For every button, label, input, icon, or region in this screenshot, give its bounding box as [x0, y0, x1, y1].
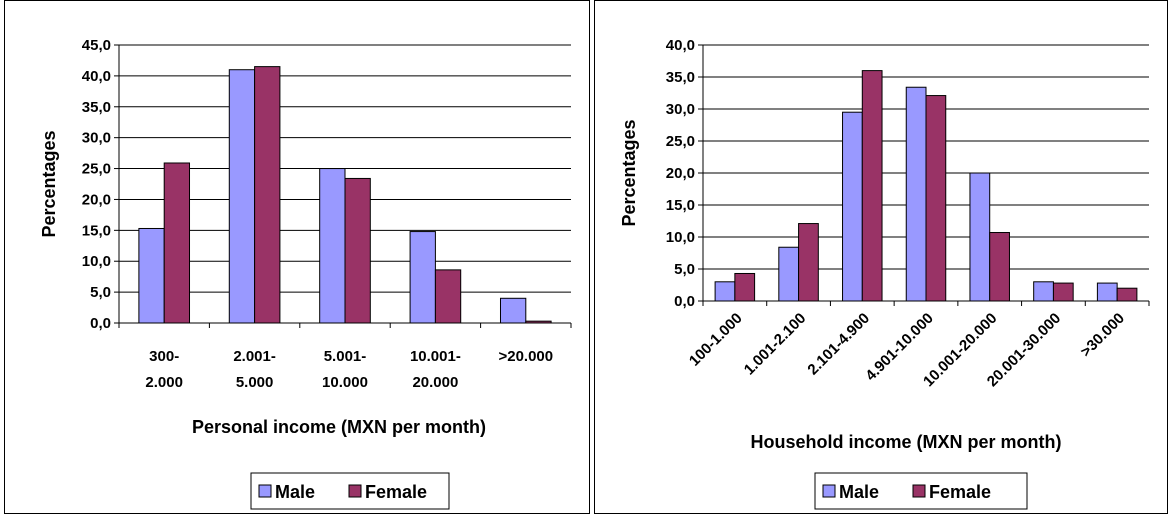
bar-male	[228, 69, 256, 324]
legend-box	[250, 472, 450, 510]
x-tick-label: 2.001-5.000	[233, 348, 276, 391]
y-axis-title: Percentages	[39, 130, 59, 237]
bar-female	[1052, 282, 1074, 302]
legend-swatch-female	[348, 484, 362, 498]
bar-female	[254, 66, 281, 324]
x-tick-label: 5.001-10.000	[322, 348, 368, 391]
bar-female	[434, 269, 462, 324]
bar-female	[734, 272, 756, 302]
y-tick-label: 0,0	[90, 315, 111, 332]
bar-male	[905, 86, 927, 302]
y-tick-label: 30,0	[82, 130, 111, 147]
bar-female	[925, 95, 947, 302]
personal-income-chart-panel: 0,0 5,0 10,0 15,0 20,0 25,0 30,0 35,0 40,0 45,0 30…	[4, 0, 590, 514]
y-tick-label: 20,0	[666, 165, 695, 182]
legend-swatch-male	[258, 484, 272, 498]
bar-male	[842, 111, 863, 302]
x-tick-label: 1.001-2.100	[741, 310, 810, 379]
legend: Male Female	[250, 472, 450, 510]
bar-male	[319, 168, 346, 324]
bar-male	[1096, 282, 1118, 302]
bar-female	[163, 162, 191, 324]
x-tick-label: 2.101-4.900	[804, 310, 873, 379]
personal-income-chart: 0,0 5,0 10,0 15,0 20,0 25,0 30,0 35,0 40,0 45,0 30…	[39, 37, 572, 510]
y-tick-label: 45,0	[82, 37, 111, 54]
y-tick-label: 20,0	[82, 191, 111, 208]
x-tick-label: >30.000	[1077, 310, 1128, 361]
y-tick-label: 40,0	[82, 68, 111, 85]
household-income-chart-panel: 0,0 5,0 10,0 15,0 20,0 25,0 30,0 35,0 40,0 100-1.…	[594, 0, 1168, 514]
bar-female	[989, 232, 1010, 302]
legend: Male Female	[814, 472, 1028, 510]
bar-male	[714, 281, 736, 302]
legend-label-female: Female	[929, 482, 991, 502]
y-tick-label: 40,0	[666, 37, 695, 54]
bar-female	[1116, 287, 1138, 302]
y-axis-title: Percentages	[619, 119, 639, 226]
y-tick-label: 5,0	[90, 284, 111, 301]
y-tick-label: 0,0	[674, 293, 695, 310]
bar-male	[499, 297, 527, 324]
bar-male	[969, 172, 991, 302]
y-tick-label: 10,0	[666, 229, 695, 246]
bar-female	[344, 177, 371, 324]
y-tick-label: 15,0	[82, 222, 111, 239]
x-axis-title: Personal income (MXN per month)	[192, 417, 486, 437]
x-axis-title: Household income (MXN per month)	[750, 432, 1061, 452]
bar-male	[138, 227, 165, 324]
y-tick-label: 5,0	[674, 261, 695, 278]
x-tick-label: 10.001-20.000	[410, 348, 461, 391]
y-tick-label: 35,0	[666, 69, 695, 86]
y-tick-label: 30,0	[666, 101, 695, 118]
y-tick-label: 35,0	[82, 99, 111, 116]
bar-female	[798, 223, 819, 302]
y-tick-label: 15,0	[666, 197, 695, 214]
bar-male	[409, 231, 436, 324]
bar-male	[1033, 281, 1054, 302]
y-tick-label: 25,0	[82, 161, 111, 178]
y-tick-label: 25,0	[666, 133, 695, 150]
bar-female	[861, 70, 883, 302]
x-tick-label: >20.000	[498, 348, 553, 365]
legend-label-female: Female	[365, 482, 427, 502]
bar-male	[778, 246, 800, 302]
legend-swatch-female	[912, 484, 926, 498]
legend-label-male: Male	[839, 482, 879, 502]
legend-swatch-male	[822, 484, 836, 498]
x-tick-label: 300-2.000	[145, 348, 183, 391]
y-tick-label: 10,0	[82, 253, 111, 270]
household-income-chart: 0,0 5,0 10,0 15,0 20,0 25,0 30,0 35,0 40,0 100-1.…	[619, 37, 1150, 510]
x-tick-label: 100-1.000	[686, 310, 746, 370]
legend-label-male: Male	[275, 482, 315, 502]
